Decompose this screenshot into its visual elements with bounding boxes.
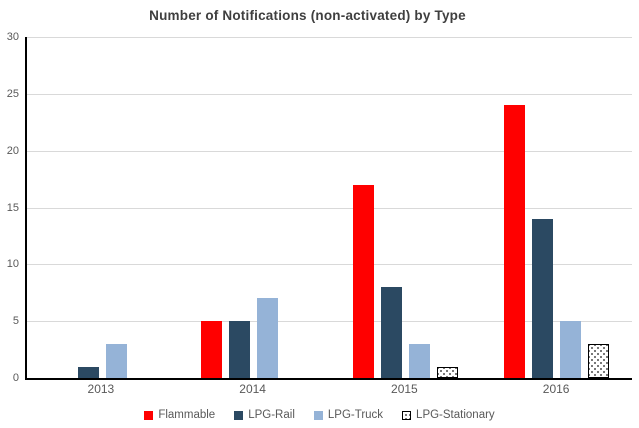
- bar-group-2015: [330, 37, 481, 378]
- y-tick-label-5: 5: [12, 315, 19, 328]
- y-tick-label-15: 15: [6, 201, 19, 214]
- chart-title: Number of Notifications (non-activated) …: [149, 8, 466, 23]
- legend-label: LPG-Rail: [248, 409, 295, 421]
- bar-lpg-rail-2016: [531, 218, 553, 378]
- legend-marker-icon: [234, 410, 244, 420]
- bar-flammable-2014: [201, 321, 223, 378]
- x-tick-label-2013: 2013: [87, 382, 115, 396]
- gridline-y15: [27, 207, 632, 209]
- y-tick-label-0: 0: [12, 372, 19, 384]
- legend-item-lpg-rail: LPG-Rail: [234, 409, 295, 421]
- plot-area: [25, 37, 632, 380]
- x-tick-label-2015: 2015: [391, 382, 418, 396]
- bar-lpg-stationary-2016: [587, 343, 609, 378]
- legend-item-lpg-stationary: LPG-Stationary: [402, 409, 495, 421]
- x-tick-label-2016: 2016: [542, 382, 570, 396]
- bar-lpg-rail-2015: [380, 287, 402, 378]
- bar-lpg-truck-2013: [106, 343, 128, 378]
- y-tick-label-30: 30: [6, 31, 19, 43]
- y-tick-label-25: 25: [6, 87, 19, 100]
- gridline-y5: [27, 321, 632, 323]
- x-tick-label-2014: 2014: [239, 382, 266, 396]
- bar-flammable-2016: [503, 105, 525, 378]
- legend-marker-icon: [144, 410, 154, 420]
- bar-lpg-rail-2013: [78, 366, 100, 378]
- bar-lpg-truck-2015: [408, 343, 430, 378]
- legend-marker-icon: [402, 410, 412, 420]
- bar-group-2016: [481, 37, 632, 378]
- bar-lpg-truck-2016: [559, 321, 581, 378]
- legend-label: Flammable: [158, 409, 216, 421]
- gridline-y25: [27, 93, 632, 95]
- legend-marker-icon: [313, 410, 323, 420]
- x-axis-labels: 2013 2014 2015 2016: [25, 382, 632, 396]
- bar-lpg-truck-2014: [257, 298, 279, 378]
- bar-group-2014: [178, 37, 329, 378]
- y-tick-label-20: 20: [6, 144, 19, 157]
- legend-label: LPG-Stationary: [416, 409, 495, 421]
- legend-item-lpg-truck: LPG-Truck: [313, 409, 384, 421]
- y-tick-label-10: 10: [6, 258, 19, 271]
- legend-item-flammable: Flammable: [144, 409, 215, 421]
- legend: Flammable LPG-Rail LPG-Truck LPG-Stationary: [0, 409, 639, 421]
- bar-lpg-rail-2014: [229, 321, 251, 378]
- bar-lpg-stationary-2015: [436, 366, 458, 378]
- bar-group-2013: [27, 37, 178, 378]
- bar-flammable-2015: [352, 184, 374, 378]
- gridline-y30: [27, 37, 632, 38]
- gridline-y10: [27, 264, 632, 266]
- gridline-y20: [27, 150, 632, 152]
- legend-label: LPG-Truck: [327, 409, 384, 421]
